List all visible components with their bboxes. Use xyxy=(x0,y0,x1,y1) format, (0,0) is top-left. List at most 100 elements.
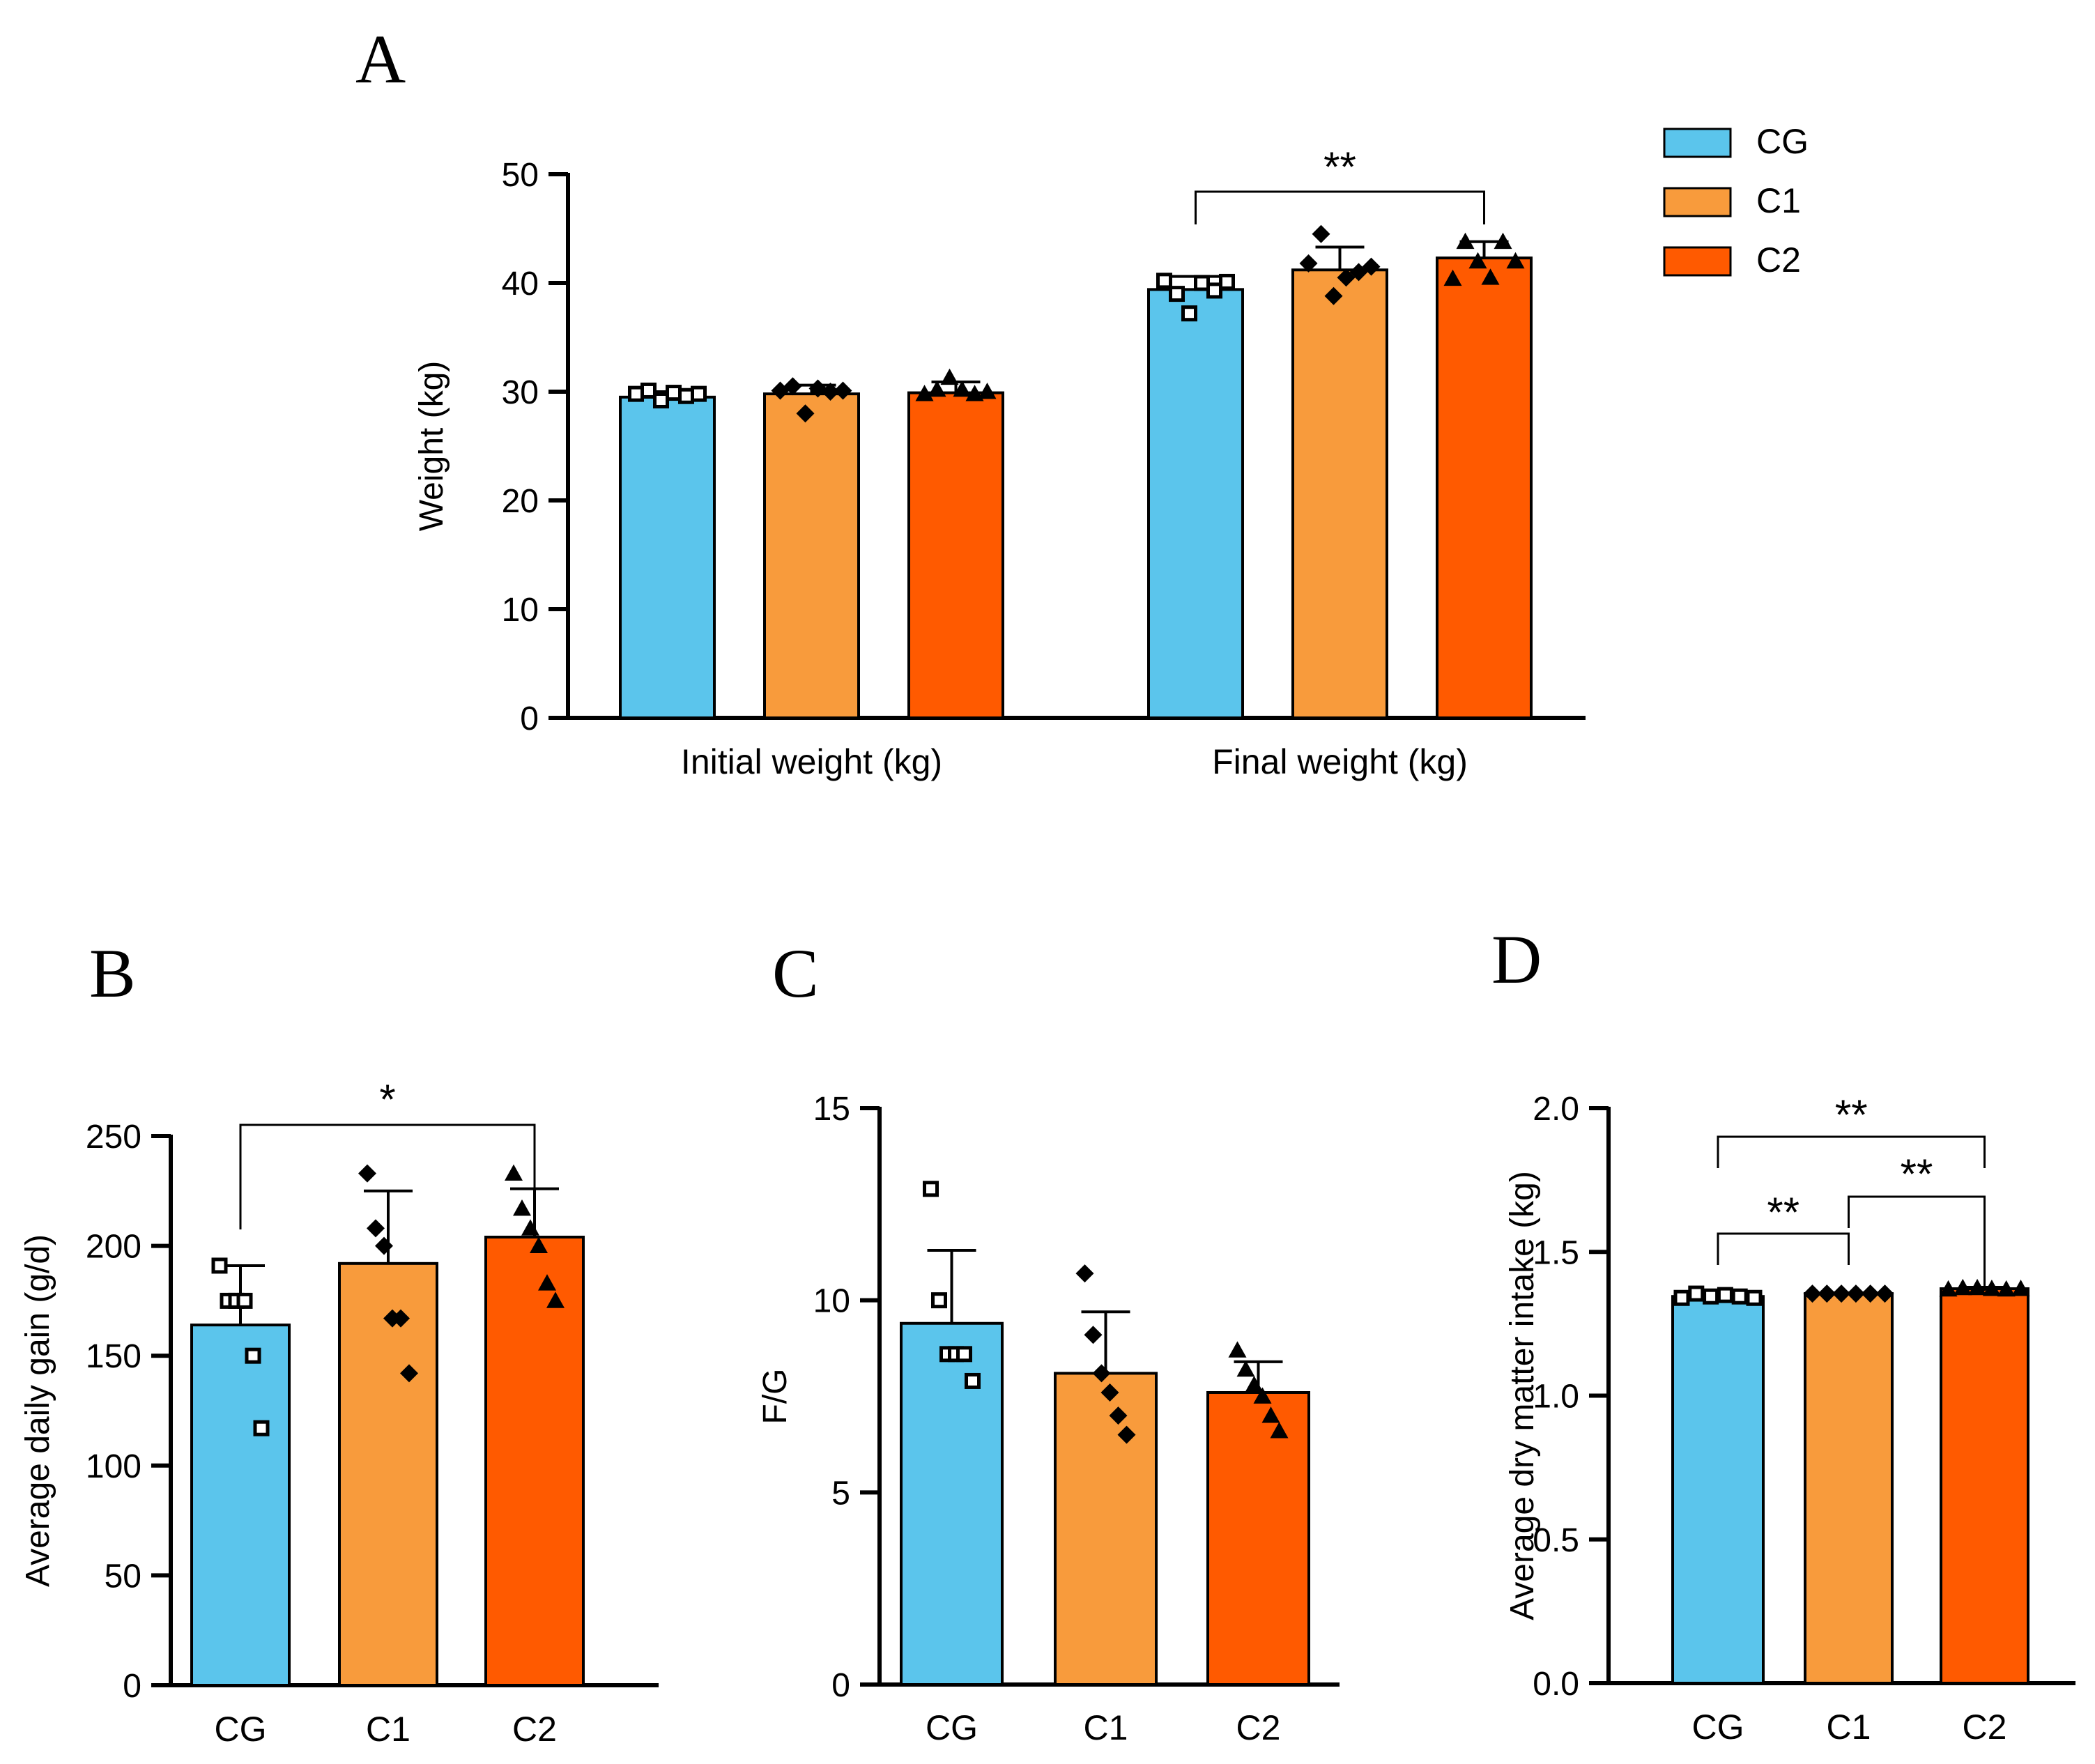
y-tick-label-b-5: 250 xyxy=(86,1119,141,1156)
significance-bracket-b-0 xyxy=(239,1123,536,1229)
data-point-a-0-cg-2 xyxy=(653,392,669,408)
chart-c-feed-gain-ratio: 0 5 10 15 F/G CG C1 C2 xyxy=(757,1091,1340,1747)
data-point-c-c2-5 xyxy=(1270,1422,1289,1439)
y-tick-label-d-0: 0.0 xyxy=(1533,1666,1579,1703)
data-point-c-c2-2 xyxy=(1245,1375,1264,1393)
data-point-a-0-cg-5 xyxy=(691,385,707,402)
data-point-b-cg-5 xyxy=(253,1420,270,1436)
bar-b-c1 xyxy=(338,1261,438,1687)
data-point-a-0-c1-4 xyxy=(821,383,840,401)
x-tick-label-b-1: C1 xyxy=(366,1710,410,1749)
y-tick-label-b-3: 150 xyxy=(86,1338,141,1375)
legend-label-c2: C2 xyxy=(1756,240,1801,279)
y-tick-label-b-2: 100 xyxy=(86,1448,141,1485)
data-point-a-1-c2-4 xyxy=(1494,232,1512,250)
bar-b-cg xyxy=(190,1324,291,1687)
data-point-d-c1-5 xyxy=(1875,1284,1894,1303)
data-point-b-c1-4 xyxy=(392,1309,410,1328)
panel-letter-c: C xyxy=(772,935,819,1012)
data-point-b-cg-3 xyxy=(236,1292,253,1309)
data-point-c-cg-4 xyxy=(956,1346,972,1363)
significance-bracket-d-0 xyxy=(1717,1135,1986,1168)
x-tick-label-b-0: CG xyxy=(215,1710,267,1749)
data-point-d-c2-5 xyxy=(2011,1280,2030,1296)
y-tick-label-b-1: 50 xyxy=(105,1558,141,1595)
data-point-a-1-c2-1 xyxy=(1456,232,1475,250)
legend-swatch-c2 xyxy=(1663,246,1732,277)
data-point-d-cg-2 xyxy=(1703,1288,1719,1305)
y-tick-label-a-0: 0 xyxy=(520,700,539,737)
legend-swatch-c1 xyxy=(1663,187,1732,217)
x-tick-label-c-1: C1 xyxy=(1084,1708,1128,1747)
data-point-d-c2-0 xyxy=(1939,1280,1958,1297)
data-point-a-1-cg-3 xyxy=(1194,275,1210,291)
significance-bracket-d-2 xyxy=(1848,1195,1986,1291)
y-tick-label-d-2: 1.0 xyxy=(1533,1379,1579,1416)
data-point-c-c1-5 xyxy=(1117,1425,1136,1444)
chart-a-weight: 0 10 20 30 40 50 Weight (kg) Initial weight (kg… xyxy=(413,144,1586,781)
data-point-c-c1-2 xyxy=(1092,1364,1111,1383)
x-tick-label-d-2: C2 xyxy=(1963,1708,2007,1747)
bar-a-0-cg xyxy=(619,395,716,719)
significance-label-a-0: ** xyxy=(1323,144,1356,190)
y-axis-label-a: Weight (kg) xyxy=(413,361,450,532)
legend-swatch-cg xyxy=(1663,128,1732,158)
bar-c-c2 xyxy=(1206,1390,1310,1687)
data-point-a-1-cg-2 xyxy=(1181,305,1197,322)
bar-a-0-c1 xyxy=(763,392,860,719)
data-point-b-cg-0 xyxy=(211,1257,228,1274)
data-point-a-1-c2-5 xyxy=(1506,252,1525,269)
data-point-a-1-c1-1 xyxy=(1312,224,1330,243)
data-point-a-0-c1-5 xyxy=(834,381,852,400)
data-point-b-c1-0 xyxy=(358,1164,376,1183)
y-axis-label-d: Average dry matter intake (kg) xyxy=(1504,1171,1541,1620)
bar-c-cg xyxy=(900,1321,1004,1687)
data-point-a-0-c2-4 xyxy=(965,385,984,401)
panel-letter-d: D xyxy=(1491,921,1542,998)
y-axis-label-c: F/G xyxy=(757,1369,794,1425)
data-point-d-cg-5 xyxy=(1746,1289,1763,1306)
data-point-a-0-c2-0 xyxy=(915,385,934,401)
significance-bracket-d-1 xyxy=(1717,1232,1850,1265)
y-tick-label-a-4: 40 xyxy=(502,266,539,302)
data-point-d-c2-3 xyxy=(1982,1280,2001,1296)
data-point-a-0-c2-1 xyxy=(928,380,946,397)
data-point-a-0-c2-5 xyxy=(978,383,997,399)
data-point-d-c2-1 xyxy=(1954,1278,1972,1296)
data-point-a-1-cg-5 xyxy=(1219,273,1235,290)
y-tick-label-c-3: 15 xyxy=(813,1091,850,1128)
data-point-a-0-cg-1 xyxy=(640,382,657,399)
data-point-a-1-c1-5 xyxy=(1362,257,1381,276)
data-point-a-0-cg-4 xyxy=(678,388,694,404)
y-tick-label-c-0: 0 xyxy=(831,1667,850,1704)
chart-d-dry-matter-intake: 0.0 0.5 1.0 1.5 2.0 Average dry matter intake… xyxy=(1504,1091,2075,1747)
data-point-d-c1-0 xyxy=(1803,1284,1822,1303)
data-point-a-0-c1-1 xyxy=(783,377,802,396)
y-tick-label-c-2: 10 xyxy=(813,1283,850,1320)
data-point-c-c1-1 xyxy=(1084,1326,1103,1344)
panel-letter-b: B xyxy=(89,935,136,1012)
data-point-d-cg-3 xyxy=(1717,1287,1733,1303)
data-point-b-c2-5 xyxy=(546,1291,565,1308)
bar-d-c2 xyxy=(1940,1287,2029,1685)
x-tick-label-a-0: Initial weight (kg) xyxy=(681,742,942,781)
x-tick-label-c-2: C2 xyxy=(1236,1708,1281,1747)
bar-d-c1 xyxy=(1804,1292,1894,1685)
chart-b-average-daily-gain: 0 50 100 150 200 250 Average daily gain (g/d) C… xyxy=(20,1076,659,1749)
data-point-d-c1-3 xyxy=(1846,1284,1865,1303)
data-point-a-0-c1-2 xyxy=(796,404,815,423)
bar-a-1-c1 xyxy=(1291,268,1388,719)
data-point-c-c2-3 xyxy=(1253,1387,1272,1404)
data-point-c-c1-0 xyxy=(1075,1264,1094,1283)
data-point-b-c2-3 xyxy=(530,1236,548,1253)
y-tick-label-a-1: 10 xyxy=(502,592,539,629)
data-point-a-1-c2-0 xyxy=(1443,269,1462,286)
significance-label-d-1: ** xyxy=(1767,1189,1799,1236)
x-tick-label-b-2: C2 xyxy=(512,1710,557,1749)
data-point-b-c1-5 xyxy=(400,1364,418,1383)
bar-a-1-cg xyxy=(1147,288,1244,719)
data-point-a-0-cg-3 xyxy=(666,385,682,401)
bar-a-0-c2 xyxy=(907,391,1004,719)
data-point-d-c1-1 xyxy=(1818,1284,1836,1303)
data-point-d-c1-4 xyxy=(1861,1284,1880,1303)
